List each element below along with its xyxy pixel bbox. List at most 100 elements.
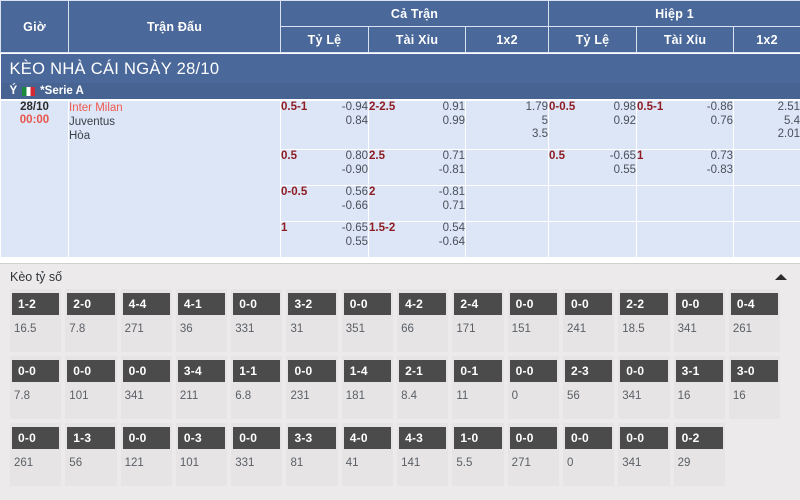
odds-full-1x2-4[interactable]: [464, 221, 550, 258]
score-item[interactable]: 0-0 241: [562, 289, 615, 352]
score-item[interactable]: 3-3 81: [286, 423, 338, 486]
score-chip[interactable]: 0-0: [233, 293, 281, 315]
score-chip[interactable]: 0-0: [122, 427, 170, 449]
odds-half-overunder-3[interactable]: [636, 185, 735, 222]
odds-half-overunder-2[interactable]: 1 0.73 -0.83: [636, 149, 735, 186]
score-chip[interactable]: 2-0: [67, 293, 115, 315]
score-item[interactable]: 4-4 271: [120, 289, 172, 352]
score-chip[interactable]: 0-0: [564, 427, 613, 449]
score-item[interactable]: 4-1 36: [175, 289, 228, 352]
score-chip[interactable]: 0-0: [675, 293, 723, 315]
score-item[interactable]: 0-0 101: [65, 356, 117, 419]
correct-score-header[interactable]: Kèo tỷ số: [0, 264, 800, 289]
score-chip[interactable]: 4-2: [399, 293, 447, 315]
score-item[interactable]: 1-1 6.8: [231, 356, 283, 419]
odds-full-overunder-4[interactable]: 1.5-2 0.54 -0.64: [368, 221, 466, 258]
score-item[interactable]: 4-2 66: [397, 289, 449, 352]
score-item[interactable]: 0-0 7.8: [10, 356, 62, 419]
score-item[interactable]: 0-0 331: [231, 289, 283, 352]
score-chip[interactable]: 4-4: [122, 293, 170, 315]
odds-half-1x2-4[interactable]: [733, 221, 800, 258]
odds-half-overunder-4[interactable]: [636, 221, 735, 258]
score-chip[interactable]: 0-1: [454, 360, 502, 382]
odds-full-handicap-4[interactable]: 1 -0.65 0.55: [280, 221, 369, 258]
match-row-4[interactable]: 1 -0.65 0.55 1.5-2 0.54 -0.64: [1, 221, 800, 258]
score-item[interactable]: 1-0 5.5: [452, 423, 504, 486]
score-chip[interactable]: 3-1: [675, 360, 723, 382]
score-item[interactable]: 2-1 8.4: [397, 356, 449, 419]
odds-full-overunder-2[interactable]: 2.5 0.71 -0.81: [368, 149, 466, 186]
score-chip[interactable]: 0-0: [509, 293, 557, 315]
score-item[interactable]: 0-0 261: [10, 423, 62, 486]
score-chip[interactable]: 4-1: [177, 293, 226, 315]
odds-full-1x2-1[interactable]: 1.79 5 3.5: [464, 100, 550, 150]
score-item[interactable]: 0-0 271: [507, 423, 559, 486]
score-item[interactable]: 0-4 261: [728, 289, 781, 352]
league-bar[interactable]: Ý *Serie A: [0, 83, 800, 100]
score-chip[interactable]: 4-0: [343, 427, 392, 449]
score-chip[interactable]: 0-0: [509, 427, 557, 449]
team-home[interactable]: Inter Milan: [69, 102, 123, 114]
score-item[interactable]: 0-0 341: [618, 356, 670, 419]
score-chip[interactable]: 3-0: [730, 360, 779, 382]
odds-full-overunder-3[interactable]: 2 -0.81 0.71: [368, 185, 466, 222]
score-chip[interactable]: 3-4: [177, 360, 226, 382]
odds-half-overunder-1[interactable]: 0.5-1 -0.86 0.76: [636, 100, 735, 150]
score-chip[interactable]: 0-0: [67, 360, 115, 382]
score-chip[interactable]: 0-0: [620, 427, 668, 449]
score-chip[interactable]: 0-0: [509, 360, 557, 382]
score-chip[interactable]: 2-3: [564, 360, 613, 382]
odds-half-1x2-1[interactable]: 2.51 5.4 2.01: [733, 100, 800, 150]
score-item[interactable]: 0-0 341: [618, 423, 670, 486]
odds-half-handicap-1[interactable]: 0-0.5 0.98 0.92: [548, 100, 638, 150]
score-chip[interactable]: 1-0: [454, 427, 502, 449]
score-chip[interactable]: 3-3: [288, 427, 336, 449]
score-item[interactable]: 0-0 351: [341, 289, 394, 352]
score-chip[interactable]: 2-2: [620, 293, 668, 315]
score-item[interactable]: 0-0 0: [507, 356, 559, 419]
score-item[interactable]: 3-2 31: [286, 289, 338, 352]
odds-half-handicap-2[interactable]: 0.5 -0.65 0.55: [548, 149, 638, 186]
odds-half-1x2-2[interactable]: [733, 149, 800, 186]
score-chip[interactable]: 0-0: [620, 360, 668, 382]
score-chip[interactable]: 1-4: [343, 360, 392, 382]
odds-full-1x2-2[interactable]: [464, 149, 550, 186]
score-item[interactable]: 0-0 231: [286, 356, 338, 419]
odds-half-1x2-3[interactable]: [733, 185, 800, 222]
score-chip[interactable]: 0-0: [233, 427, 281, 449]
score-item[interactable]: 0-0 151: [507, 289, 559, 352]
score-item[interactable]: 0-0 341: [120, 356, 172, 419]
score-item[interactable]: 0-3 101: [175, 423, 228, 486]
score-chip[interactable]: 2-1: [399, 360, 447, 382]
score-item[interactable]: 0-0 331: [231, 423, 283, 486]
score-chip[interactable]: 0-0: [12, 360, 60, 382]
odds-full-overunder-1[interactable]: 2-2.5 0.91 0.99: [368, 100, 466, 150]
odds-full-handicap-3[interactable]: 0-0.5 0.56 -0.66: [280, 185, 369, 222]
odds-full-1x2-3[interactable]: [464, 185, 550, 222]
odds-full-handicap-2[interactable]: 0.5 0.80 -0.90: [280, 149, 369, 186]
score-chip[interactable]: 2-4: [454, 293, 502, 315]
score-chip[interactable]: 0-0: [288, 360, 336, 382]
score-item[interactable]: 3-0 16: [728, 356, 781, 419]
score-chip[interactable]: 1-2: [12, 293, 60, 315]
odds-half-handicap-3[interactable]: [548, 185, 638, 222]
score-chip[interactable]: 1-3: [67, 427, 115, 449]
score-chip[interactable]: 3-2: [288, 293, 336, 315]
odds-half-handicap-4[interactable]: [548, 221, 638, 258]
score-chip[interactable]: 1-1: [233, 360, 281, 382]
match-row-2[interactable]: 0.5 0.80 -0.90 2.5 0.71 -0.81 0.5 -0.65 0.5…: [1, 149, 800, 186]
score-chip[interactable]: 0-0: [12, 427, 60, 449]
score-item[interactable]: 3-1 16: [673, 356, 725, 419]
score-chip[interactable]: 0-3: [177, 427, 226, 449]
score-item[interactable]: 0-0 0: [562, 423, 615, 486]
score-item[interactable]: 2-0 7.8: [65, 289, 117, 352]
score-item[interactable]: 0-2 29: [673, 423, 725, 486]
score-chip[interactable]: 0-0: [122, 360, 170, 382]
caret-up-icon[interactable]: [775, 274, 787, 280]
score-item[interactable]: 2-3 56: [562, 356, 615, 419]
score-chip[interactable]: 0-2: [675, 427, 723, 449]
score-item[interactable]: 2-4 171: [452, 289, 504, 352]
score-item[interactable]: 0-0 121: [120, 423, 172, 486]
score-item[interactable]: 1-3 56: [65, 423, 117, 486]
score-item[interactable]: 1-4 181: [341, 356, 394, 419]
